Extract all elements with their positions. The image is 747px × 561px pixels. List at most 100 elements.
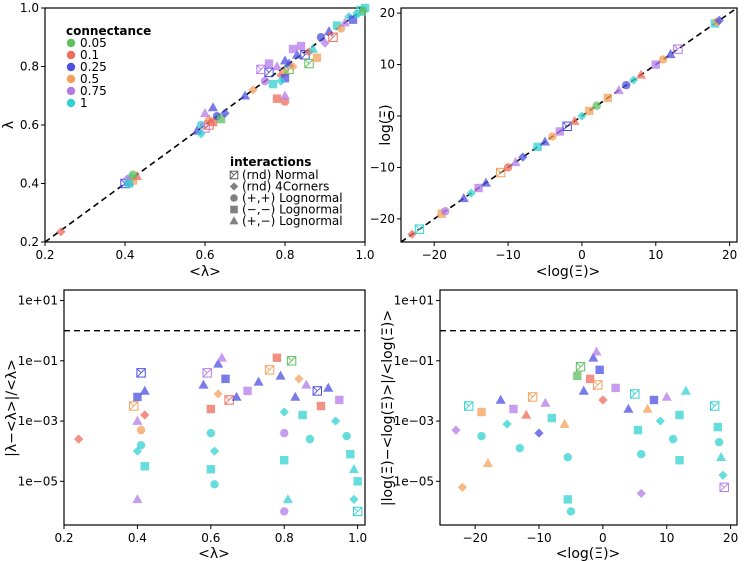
y-axis-label: log(Ξ) <box>378 104 394 145</box>
legend-connectance-title: connectance <box>66 24 151 38</box>
data-point <box>714 437 724 447</box>
data-point <box>307 43 319 53</box>
data-point <box>510 157 521 167</box>
x-tick-label: 0.2 <box>35 248 54 262</box>
x-tick-label: 10 <box>648 248 663 262</box>
data-point <box>591 346 602 356</box>
data-point <box>279 90 291 100</box>
data-point <box>253 376 264 386</box>
data-point <box>56 227 66 237</box>
axis-ticks: −20 −10 0 10 20 −20 −10 0 10 20 <box>370 6 738 262</box>
data-point <box>206 404 216 414</box>
data-point <box>276 76 286 86</box>
data-point <box>132 415 143 425</box>
data-point <box>709 401 720 411</box>
data-point <box>213 389 223 399</box>
data-point <box>207 102 219 112</box>
data-point <box>559 418 570 428</box>
data-point <box>339 17 351 27</box>
data-point <box>495 394 506 404</box>
x-tick-label: 0.8 <box>275 248 294 262</box>
data-point <box>129 401 139 411</box>
data-point <box>206 428 216 438</box>
data-point <box>139 385 150 395</box>
data-point <box>296 41 306 51</box>
data-point <box>635 69 647 79</box>
data-point <box>457 482 467 492</box>
legend-connectance-label: 0.25 <box>80 60 107 74</box>
data-point <box>74 434 84 444</box>
data-point <box>260 76 270 86</box>
legend-interactions-label: (rnd) 4Corners <box>242 180 329 194</box>
data-point <box>613 85 624 95</box>
data-point <box>140 410 150 420</box>
data-point <box>132 446 143 456</box>
y-tick-label: 0.4 <box>20 177 39 191</box>
x-axis-label: <log(Ξ)> <box>536 264 601 280</box>
data-point <box>675 456 684 465</box>
y-tick-label: −20 <box>370 212 395 226</box>
legend-interactions: interactions (rnd) Normal(rnd) 4Corners(… <box>229 155 343 228</box>
data-point <box>563 495 572 504</box>
legend-connectance-label: 0.75 <box>80 84 107 98</box>
x-axis-label: <λ> <box>189 264 221 280</box>
data-point <box>286 356 297 366</box>
data-point <box>539 136 551 146</box>
data-point <box>320 38 330 48</box>
data-point <box>349 494 359 505</box>
data-point <box>342 431 351 441</box>
data-point <box>209 446 220 456</box>
legend-interactions-label: (−,−) Lognormal <box>242 203 343 217</box>
axis-ticks: −20 −10 0 10 20 1e+01 1e−01 1e−03 1e−05 <box>394 294 739 545</box>
y-axis-label: |log(Ξ)−<log(Ξ)>|/<log(Ξ)> <box>380 310 396 506</box>
data-point <box>495 167 506 178</box>
data-point <box>655 416 665 426</box>
data-point <box>651 60 660 69</box>
x-tick-label: −20 <box>462 531 487 545</box>
data-point <box>636 449 646 459</box>
data-point <box>603 93 612 103</box>
data-point <box>128 170 138 179</box>
data-point <box>210 480 219 489</box>
legend-connectance-label: 0.5 <box>80 72 99 86</box>
x-tick-label: 1.0 <box>348 531 367 545</box>
legend-interactions-label: (+,−) Lognormal <box>242 214 343 228</box>
data-point <box>593 380 603 390</box>
data-point <box>719 482 729 493</box>
data-point <box>199 108 211 118</box>
y-tick-label: 1.0 <box>20 1 39 15</box>
legend-shape-swatch <box>229 216 239 225</box>
data-point <box>279 407 289 417</box>
data-point <box>575 362 586 372</box>
data-point <box>136 425 146 435</box>
plot-frame <box>400 7 738 243</box>
data-point <box>675 410 684 420</box>
data-point <box>352 506 363 517</box>
data-point <box>271 61 283 71</box>
y-axis-label: |λ−<λ>|/<λ> <box>4 359 20 457</box>
data-point <box>598 395 608 405</box>
data-point <box>358 6 368 16</box>
data-point <box>304 58 314 69</box>
data-point <box>275 370 286 380</box>
y-axis-label: λ <box>1 121 17 129</box>
data-point <box>328 32 338 42</box>
x-tick-label: 1.0 <box>355 248 374 262</box>
data-point <box>555 127 564 136</box>
data-point <box>346 449 355 459</box>
data-point <box>231 391 242 401</box>
y-tick-label: 1e−03 <box>394 414 434 428</box>
legend-color-swatch <box>66 38 76 48</box>
x-tick-label: −10 <box>495 248 520 262</box>
data-point <box>585 106 594 116</box>
legend-color-swatch <box>66 98 76 108</box>
y-tick-label: 1e−01 <box>394 354 434 368</box>
legend-color-swatch <box>66 62 76 72</box>
x-tick-label: 20 <box>722 248 737 262</box>
data-point <box>642 403 653 413</box>
panel-top-left: 0.2 0.4 0.6 0.8 1.0 0.2 0.4 0.6 0.8 1.0 <λ> λ con… <box>1 1 375 280</box>
data-point <box>414 224 425 234</box>
data-point <box>588 352 599 362</box>
